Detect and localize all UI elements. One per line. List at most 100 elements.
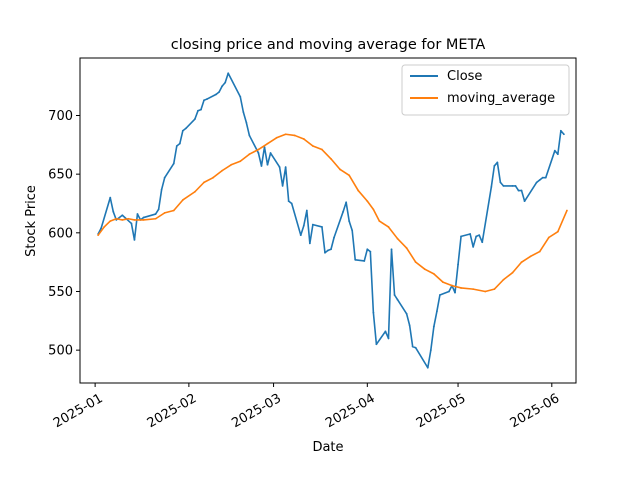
data-point-close (351, 229, 354, 232)
data-point-close (203, 99, 205, 102)
data-point-close (375, 343, 378, 346)
data-point-moving-average (330, 158, 332, 160)
data-point-moving-average (239, 160, 242, 163)
data-point-close (269, 152, 272, 154)
data-point-moving-average (257, 148, 260, 151)
y-tick-label: 500 (48, 344, 73, 359)
data-point-close (206, 98, 208, 100)
legend: Close moving_average (401, 64, 570, 116)
data-point-moving-average (387, 226, 390, 228)
data-point-moving-average (472, 288, 475, 291)
data-point-close (248, 134, 251, 137)
data-point-close (215, 93, 218, 96)
data-point-moving-average (502, 278, 505, 281)
chart-title: closing price and moving average for MET… (171, 37, 486, 53)
data-point-close (245, 121, 248, 124)
data-point-close (372, 311, 375, 314)
data-point-moving-average (311, 145, 314, 147)
data-point-close (181, 129, 184, 132)
data-point-close (517, 189, 520, 192)
data-point-close (348, 220, 351, 222)
data-point-moving-average (133, 219, 136, 221)
data-point-close (475, 235, 478, 238)
data-point-close (121, 214, 124, 217)
data-point-moving-average (230, 163, 233, 166)
data-point-close (553, 149, 556, 152)
data-point-close (112, 210, 115, 213)
data-point-moving-average (339, 168, 341, 171)
legend-box (401, 64, 570, 116)
legend-label-close: Close (447, 69, 482, 84)
data-point-moving-average (520, 261, 523, 264)
axes-frame (79, 57, 577, 384)
data-point-close (311, 223, 314, 226)
data-point-close (266, 163, 269, 166)
series-line-moving-average (97, 133, 568, 293)
data-point-close (426, 366, 429, 369)
x-axis-label: Date (312, 440, 343, 455)
data-point-moving-average (432, 272, 435, 275)
y-tick-label: 700 (48, 109, 73, 124)
data-point-moving-average (266, 142, 269, 145)
data-point-close (448, 290, 450, 293)
data-point-close (260, 165, 263, 167)
data-point-close (405, 312, 408, 315)
data-point-close (390, 248, 393, 251)
data-point-close (175, 145, 178, 147)
data-point-close (224, 81, 227, 84)
data-point-close (387, 337, 390, 340)
data-point-close (342, 210, 345, 213)
data-point-close (278, 166, 281, 169)
data-point-close (130, 222, 133, 225)
data-point-close (432, 325, 435, 328)
data-point-moving-average (115, 217, 118, 220)
data-point-moving-average (194, 190, 196, 193)
data-point-close (330, 248, 332, 251)
data-point-close (100, 227, 103, 230)
y-tick-label: 650 (48, 168, 73, 183)
data-point-close (414, 346, 417, 349)
data-point-close (172, 162, 175, 165)
data-point-close (163, 176, 166, 179)
data-point-close (327, 249, 329, 252)
data-point-moving-average (484, 290, 487, 293)
data-point-moving-average (293, 134, 296, 137)
data-point-close (457, 263, 459, 266)
data-point-moving-average (460, 287, 462, 289)
data-point-moving-average (127, 217, 130, 220)
data-point-moving-average (275, 136, 278, 139)
data-point-close (109, 196, 112, 199)
legend-label-moving-average: moving_average (447, 91, 555, 106)
data-point-moving-average (248, 153, 251, 156)
data-point-moving-average (348, 174, 351, 177)
data-point-close (511, 184, 514, 187)
data-point-moving-average (103, 226, 106, 228)
data-point-close (227, 72, 230, 75)
data-point-close (439, 294, 441, 296)
data-point-moving-average (221, 169, 224, 172)
data-point-close (396, 298, 399, 301)
data-point-close (290, 202, 293, 205)
data-point-close (535, 181, 538, 184)
data-point-moving-average (212, 176, 214, 179)
y-axis-label: Stock Price (24, 185, 39, 257)
data-point-moving-average (121, 219, 124, 221)
data-point-close (324, 251, 326, 254)
data-point-close (197, 109, 199, 112)
data-point-close (157, 208, 160, 211)
y-axis: 500 550 600 650 700 (48, 109, 80, 359)
data-point-close (384, 330, 387, 333)
data-point-close (160, 188, 163, 191)
data-point-close (284, 166, 287, 169)
data-point-moving-average (423, 268, 426, 271)
data-point-close (257, 152, 260, 154)
data-point-close (493, 165, 496, 167)
data-point-close (408, 324, 411, 327)
data-point-moving-average (97, 234, 100, 237)
y-tick-label: 600 (48, 226, 73, 241)
data-point-close (514, 184, 517, 187)
data-point-close (281, 184, 284, 187)
data-point-close (354, 258, 357, 261)
data-point-close (481, 241, 484, 244)
